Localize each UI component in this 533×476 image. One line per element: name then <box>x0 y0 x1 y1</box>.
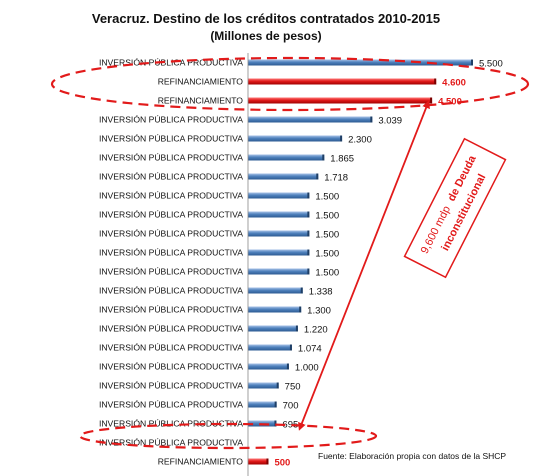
highlight-ellipse-bottom <box>78 422 378 450</box>
value-label: 500 <box>274 458 290 469</box>
category-label: INVERSIÓN PÚBLICA PRODUCTIVA <box>99 324 243 334</box>
value-label: 750 <box>285 382 301 393</box>
category-label: INVERSIÓN PÚBLICA PRODUCTIVA <box>99 305 243 315</box>
bar-inversion <box>248 154 325 161</box>
bar-cap <box>300 287 303 294</box>
bar-inversion <box>248 173 319 180</box>
category-label: INVERSIÓN PÚBLICA PRODUCTIVA <box>99 172 243 182</box>
value-label: 1.338 <box>309 287 333 298</box>
bar-cap <box>471 59 473 66</box>
bar-inversion <box>248 306 302 313</box>
bar-cap <box>322 154 325 161</box>
bar-cap <box>266 458 269 465</box>
value-label: 2.300 <box>348 135 372 146</box>
bar-inversion <box>248 344 292 351</box>
value-label: 1.500 <box>315 268 339 279</box>
value-label: 1.000 <box>295 363 319 374</box>
category-label: REFINANCIAMIENTO <box>158 77 244 87</box>
category-label: INVERSIÓN PÚBLICA PRODUCTIVA <box>99 248 243 258</box>
bar-inversion <box>248 192 310 199</box>
bar-inversion <box>248 116 373 123</box>
bar-inversion <box>248 249 310 256</box>
bar-inversion <box>248 59 473 66</box>
bar-cap <box>299 306 302 313</box>
value-label: 1.500 <box>315 249 339 260</box>
category-label: REFINANCIAMIENTO <box>158 457 244 467</box>
bar-inversion <box>248 401 277 408</box>
bar-cap <box>286 363 289 370</box>
bar-refinanciamiento <box>248 78 437 85</box>
value-label: 4.600 <box>442 78 466 89</box>
value-label: 1.500 <box>315 192 339 203</box>
value-label: 1.718 <box>324 173 348 184</box>
bar-inversion <box>248 287 303 294</box>
bar-inversion <box>248 211 310 218</box>
category-label: INVERSIÓN PÚBLICA PRODUCTIVA <box>99 400 243 410</box>
category-label: INVERSIÓN PÚBLICA PRODUCTIVA <box>99 343 243 353</box>
bar-inversion <box>248 268 310 275</box>
category-label: INVERSIÓN PÚBLICA PRODUCTIVA <box>99 438 243 448</box>
bar-inversion <box>248 363 289 370</box>
bar-inversion <box>248 382 279 389</box>
bar-cap <box>307 268 310 275</box>
category-label: INVERSIÓN PÚBLICA PRODUCTIVA <box>99 191 243 201</box>
bar-cap <box>276 382 279 389</box>
source-note: Fuente: Elaboración propia con datos de … <box>318 451 506 461</box>
category-label: INVERSIÓN PÚBLICA PRODUCTIVA <box>99 229 243 239</box>
bar-refinanciamiento <box>248 97 433 104</box>
category-label: INVERSIÓN PÚBLICA PRODUCTIVA <box>99 286 243 296</box>
value-label: 1.074 <box>298 344 322 355</box>
category-label: INVERSIÓN PÚBLICA PRODUCTIVA <box>99 381 243 391</box>
value-label: 1.500 <box>315 230 339 241</box>
chart-title: Veracruz. Destino de los créditos contra… <box>92 11 440 26</box>
category-label: INVERSIÓN PÚBLICA PRODUCTIVA <box>99 153 243 163</box>
bar-cap <box>340 135 343 142</box>
category-label: REFINANCIAMIENTO <box>158 96 244 106</box>
value-label: 1.865 <box>330 154 354 165</box>
bar-cap <box>370 116 373 123</box>
value-label: 5.500 <box>479 59 503 70</box>
category-label: INVERSIÓN PÚBLICA PRODUCTIVA <box>99 267 243 277</box>
category-label: INVERSIÓN PÚBLICA PRODUCTIVA <box>99 115 243 125</box>
bar-cap <box>307 230 310 237</box>
bar-cap <box>307 192 310 199</box>
bar-cap <box>274 401 277 408</box>
bar-cap <box>289 344 292 351</box>
bar-inversion <box>248 325 298 332</box>
bar-cap <box>307 249 310 256</box>
value-label: 1.220 <box>304 325 328 336</box>
value-label: 1.300 <box>307 306 331 317</box>
bar-cap <box>295 325 298 332</box>
annotation-arrow <box>298 100 430 431</box>
bar-cap <box>434 78 437 85</box>
bar-inversion <box>248 135 343 142</box>
highlight-ellipse-top <box>50 56 530 112</box>
bar-refinanciamiento <box>248 458 269 465</box>
category-label: INVERSIÓN PÚBLICA PRODUCTIVA <box>99 362 243 372</box>
bar-inversion <box>248 230 310 237</box>
value-label: 3.039 <box>378 116 402 127</box>
value-label: 1.500 <box>315 211 339 222</box>
category-label: INVERSIÓN PÚBLICA PRODUCTIVA <box>99 134 243 144</box>
value-label: 700 <box>283 401 299 412</box>
bar-cap <box>316 173 319 180</box>
category-label: INVERSIÓN PÚBLICA PRODUCTIVA <box>99 210 243 220</box>
bar-cap <box>430 97 433 104</box>
category-label: INVERSIÓN PÚBLICA PRODUCTIVA <box>99 419 243 429</box>
chart-subtitle: (Millones de pesos) <box>210 29 321 43</box>
value-label: 695 <box>282 420 298 431</box>
value-label: 4.500 <box>438 97 462 108</box>
bar-cap <box>307 211 310 218</box>
annotation-box: 9,600 mdp de Deuda inconstitucional <box>403 137 507 279</box>
bar-cap <box>274 420 277 427</box>
